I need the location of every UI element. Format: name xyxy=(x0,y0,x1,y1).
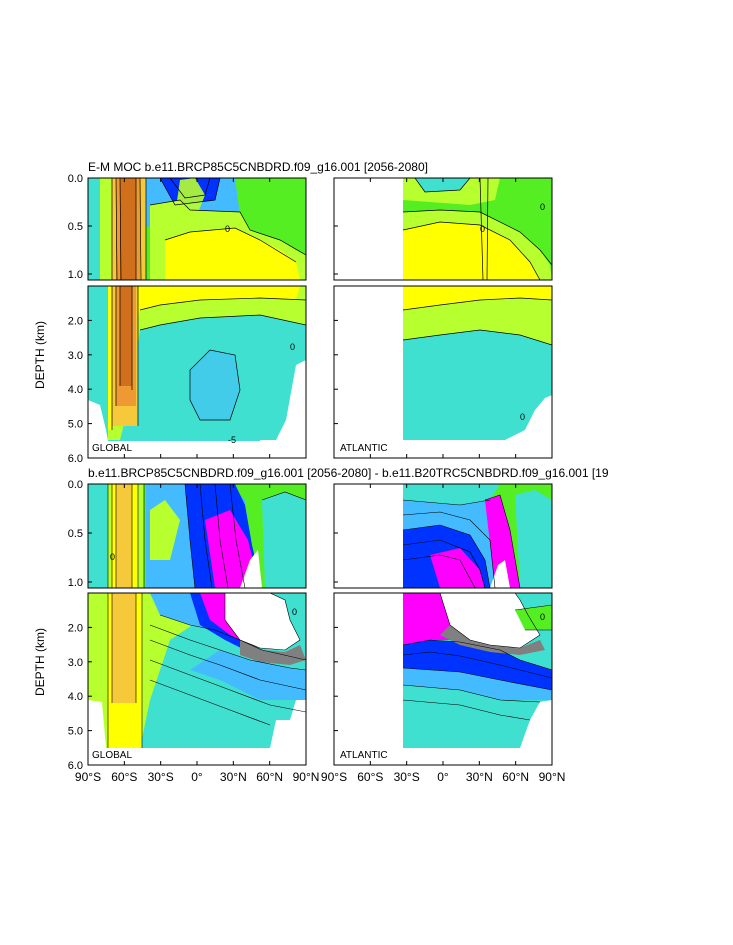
axes-layer: 0.00.51.02.03.04.05.06.090°S 60°S 30°S 0° 30… xyxy=(68,173,566,784)
y-tick-label: 3.0 xyxy=(68,657,83,669)
y-tick-label: 0.0 xyxy=(68,173,83,185)
x-tick-label: 60°S xyxy=(111,770,137,784)
x-tick-label: 60°S xyxy=(357,770,383,784)
contour-label: 0 xyxy=(292,607,297,617)
panel-label-global-top: GLOBAL xyxy=(92,443,132,454)
x-tick-label: 60°N xyxy=(256,770,283,784)
y-tick-label: 4.0 xyxy=(68,691,83,703)
contour-label: 0 xyxy=(520,412,525,422)
y-tick-label: 6.0 xyxy=(68,760,83,772)
contour-label: 0 xyxy=(480,224,485,234)
figure-title-bottom: b.e11.BRCP85C5CNBDRD.f09_g16.001 [2056-2… xyxy=(88,466,609,480)
panel-label-atlantic-top: ATLANTIC xyxy=(340,443,388,454)
panel-top-right-atlantic: ATLANTIC xyxy=(333,177,553,459)
y-tick-label: 6.0 xyxy=(68,453,83,465)
contour-label: -5 xyxy=(228,435,236,445)
x-tick-label: 30°S xyxy=(394,770,420,784)
x-tick-label: 0° xyxy=(191,770,203,784)
contour-label: 0 xyxy=(110,552,115,562)
x-tick-label: 90°N xyxy=(539,770,566,784)
x-tick-label: 30°N xyxy=(220,770,247,784)
y-tick-label: 3.0 xyxy=(68,350,83,362)
y-tick-label: 1.0 xyxy=(68,269,83,281)
y-tick-label: 1.0 xyxy=(68,577,83,589)
contour-label: 0 xyxy=(225,224,230,234)
y-tick-label: 5.0 xyxy=(68,726,83,738)
x-tick-label: 30°N xyxy=(466,770,493,784)
y-tick-label: 0.5 xyxy=(68,221,83,233)
x-tick-label: 90°S xyxy=(75,770,101,784)
figure-title-top: E-M MOC b.e11.BRCP85C5CNBDRD.f09_g16.001… xyxy=(88,160,428,174)
contour-value-labels: 0 0 0 0 0 -5 0 0 0 xyxy=(110,202,545,622)
x-tick-label: 60°N xyxy=(502,770,529,784)
panel-label-global-bottom: GLOBAL xyxy=(92,750,132,761)
x-tick-label: 30°S xyxy=(148,770,174,784)
y-tick-label: 0.0 xyxy=(68,479,83,491)
panel-bottom-left-global: GLOBAL xyxy=(87,483,307,766)
panel-bottom-right-atlantic: ATLANTIC xyxy=(333,483,553,766)
x-tick-label: 90°S xyxy=(321,770,347,784)
y-axis-label-bottom: DEPTH (km) xyxy=(33,628,47,696)
x-tick-label: 90°N xyxy=(293,770,320,784)
contour-label: 0 xyxy=(540,612,545,622)
y-tick-label: 5.0 xyxy=(68,419,83,431)
contour-label: 0 xyxy=(540,202,545,212)
panel-label-atlantic-bottom: ATLANTIC xyxy=(340,750,388,761)
contour-label: 0 xyxy=(290,342,295,352)
x-tick-label: 0° xyxy=(437,770,449,784)
y-axis-label-top: DEPTH (km) xyxy=(33,321,47,389)
y-tick-label: 0.5 xyxy=(68,528,83,540)
y-tick-label: 4.0 xyxy=(68,384,83,396)
y-tick-label: 2.0 xyxy=(68,622,83,634)
y-tick-label: 2.0 xyxy=(68,315,83,327)
panel-top-left-global: GLOBAL xyxy=(87,177,307,459)
